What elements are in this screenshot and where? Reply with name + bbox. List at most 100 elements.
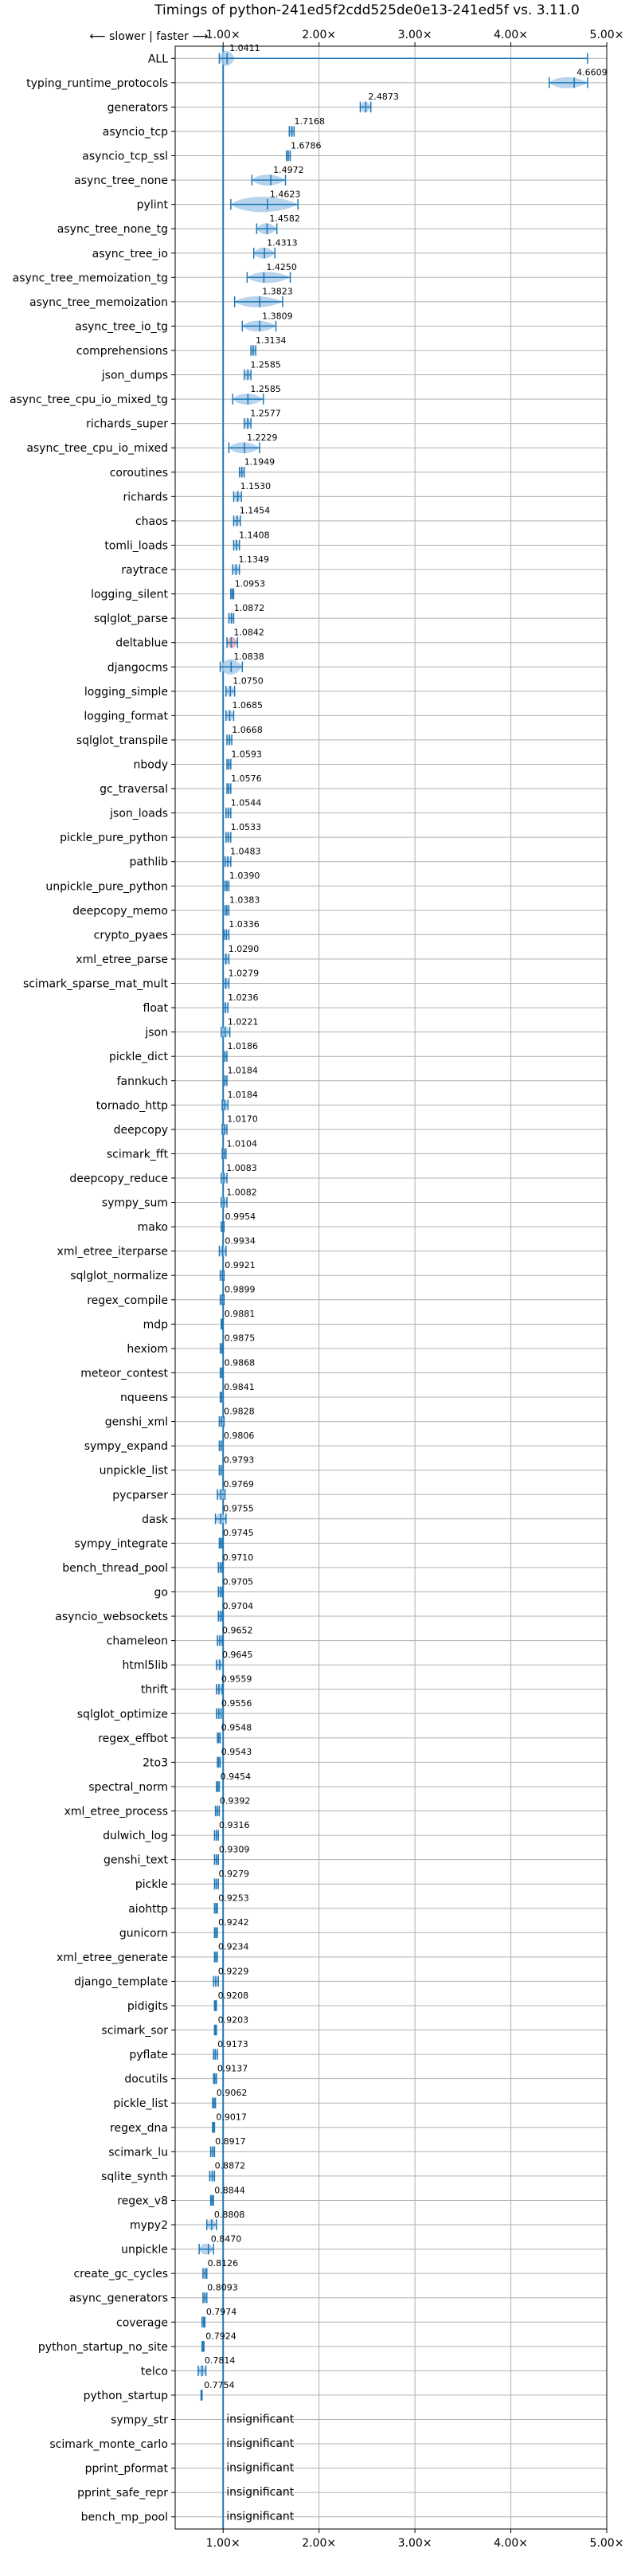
benchmark-label: chaos — [135, 515, 168, 528]
value-label: 0.9755 — [223, 1504, 254, 1514]
insignificant-label: insignificant — [226, 2437, 295, 2450]
value-label: 0.9173 — [217, 2039, 248, 2049]
benchmark-label: tomli_loads — [104, 539, 168, 552]
benchmark-label: unpickle_list — [100, 1465, 169, 1478]
value-label: 1.0483 — [230, 847, 261, 857]
value-label: 0.9229 — [218, 1966, 249, 1976]
value-label: 0.9279 — [219, 1869, 250, 1879]
benchmark-label: deepcopy_memo — [72, 905, 168, 918]
value-label: 1.3809 — [262, 311, 293, 321]
x-tick-label-top: 3.00× — [398, 29, 432, 41]
value-label: 0.9556 — [221, 1698, 252, 1709]
benchmark-label: gc_traversal — [100, 783, 168, 796]
benchmark-label: meteor_contest — [80, 1367, 168, 1380]
benchmark-label: pathlib — [130, 856, 169, 869]
benchmark-label: genshi_xml — [105, 1416, 168, 1429]
x-tick-label-top: 5.00× — [590, 29, 624, 41]
value-label: 0.8917 — [215, 2136, 246, 2147]
value-label: 1.0236 — [228, 992, 259, 1003]
benchmark-label: richards_super — [86, 418, 168, 431]
value-label: 1.1949 — [244, 457, 276, 468]
x-tick-label-bottom: 2.00× — [302, 2537, 336, 2550]
benchmark-label: unpickle — [121, 2244, 168, 2257]
value-label: 1.4972 — [273, 165, 304, 175]
value-label: 1.0593 — [231, 749, 262, 759]
benchmark-label: scimark_sparse_mat_mult — [23, 978, 168, 991]
benchmark-label: raytrace — [121, 564, 168, 577]
value-label: 0.7924 — [205, 2331, 236, 2342]
benchmark-label: coroutines — [110, 467, 168, 480]
value-label: 0.9745 — [223, 1528, 254, 1538]
value-label: 1.1530 — [240, 481, 272, 491]
benchmark-label: regex_dna — [110, 2122, 168, 2135]
benchmark-label: spectral_norm — [88, 1781, 168, 1794]
value-label: 1.0082 — [226, 1187, 257, 1197]
value-label: 0.9793 — [224, 1455, 255, 1466]
benchmark-label: fannkuch — [117, 1075, 168, 1088]
value-label: 0.8844 — [214, 2185, 245, 2195]
value-label: 1.1408 — [239, 530, 270, 540]
benchmark-label: richards — [123, 491, 169, 503]
benchmark-label: regex_compile — [87, 1294, 168, 1307]
x-tick-label-bottom: 1.00× — [206, 2537, 240, 2550]
benchmark-label: xml_etree_process — [64, 1806, 168, 1818]
x-tick-label-top: 2.00× — [302, 29, 336, 41]
benchmark-label: coverage — [116, 2316, 168, 2329]
benchmark-label: pyflate — [129, 2049, 168, 2061]
value-label: 1.0953 — [235, 578, 266, 589]
value-label: 1.6786 — [291, 140, 322, 151]
value-label: 0.9309 — [219, 1844, 250, 1854]
value-label: 1.0838 — [233, 652, 264, 662]
value-label: 0.9652 — [222, 1625, 253, 1635]
value-label: 0.8470 — [211, 2233, 242, 2244]
value-label: 0.9806 — [224, 1431, 255, 1441]
value-label: 4.6609 — [576, 68, 608, 78]
value-label: 1.0544 — [231, 797, 262, 808]
benchmark-label: asyncio_websockets — [55, 1611, 168, 1623]
value-label: 1.0184 — [227, 1090, 258, 1100]
value-label: 1.0390 — [229, 871, 260, 881]
benchmark-label: chameleon — [107, 1635, 168, 1648]
benchmark-label: pickle — [135, 1878, 168, 1891]
benchmark-label: logging_simple — [84, 686, 168, 699]
value-label: 1.0685 — [232, 700, 263, 711]
value-label: 0.9559 — [221, 1674, 252, 1685]
insignificant-label: insignificant — [226, 2486, 295, 2499]
value-label: 0.8126 — [208, 2258, 239, 2269]
benchmark-label: create_gc_cycles — [73, 2268, 168, 2280]
benchmark-label: sqlglot_optimize — [77, 1708, 168, 1721]
value-label: 1.4623 — [270, 189, 301, 199]
value-label: 1.1349 — [238, 554, 269, 565]
benchmark-label: async_tree_none_tg — [57, 223, 168, 236]
value-label: 1.3134 — [256, 335, 287, 346]
benchmark-label: django_template — [74, 1975, 168, 1988]
value-label: 0.9017 — [216, 2112, 247, 2123]
benchmark-label: asyncio_tcp — [103, 126, 168, 139]
benchmark-label: ALL — [148, 53, 168, 65]
benchmark-label: logging_silent — [91, 589, 168, 601]
benchmark-label: unpickle_pure_python — [45, 880, 168, 893]
value-label: 0.9137 — [217, 2063, 248, 2073]
benchmark-label: python_startup_no_site — [38, 2341, 168, 2354]
benchmark-label: xml_etree_iterparse — [57, 1246, 168, 1259]
value-label: 0.9899 — [225, 1285, 256, 1295]
value-label: 0.9875 — [225, 1333, 256, 1344]
value-label: 1.0750 — [233, 676, 264, 687]
value-label: 1.0083 — [226, 1163, 257, 1173]
benchmark-label: tornado_http — [96, 1099, 168, 1112]
value-label: 0.9392 — [220, 1795, 251, 1806]
benchmark-label: sqlglot_transpile — [76, 734, 168, 747]
value-label: 0.9454 — [221, 1771, 252, 1782]
value-label: 0.9954 — [225, 1212, 256, 1222]
benchmark-label: generators — [107, 101, 168, 114]
value-label: 0.9868 — [225, 1357, 256, 1368]
benchmark-label: scimark_monte_carlo — [49, 2438, 168, 2451]
benchmark-label: bench_mp_pool — [81, 2511, 168, 2524]
value-label: 0.9543 — [221, 1747, 252, 1757]
benchmark-label: scimark_sor — [101, 2025, 168, 2038]
benchmark-label: hexiom — [127, 1343, 168, 1356]
value-label: 1.0336 — [229, 919, 260, 930]
value-label: 1.0533 — [231, 822, 262, 832]
value-label: 1.0842 — [233, 628, 264, 638]
